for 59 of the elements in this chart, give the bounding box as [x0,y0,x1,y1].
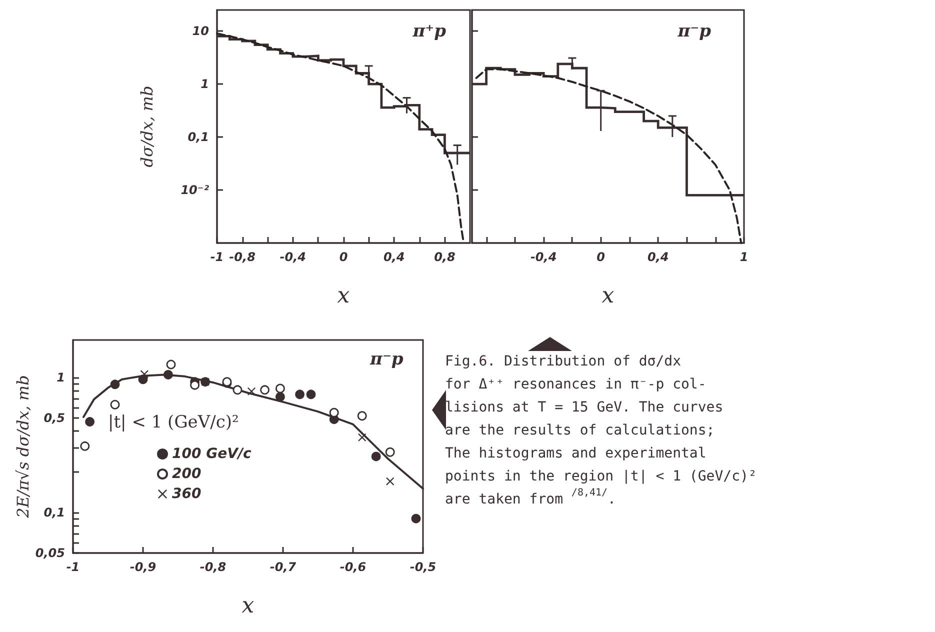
point [276,392,285,402]
point [110,380,120,390]
x-tick-label: -0,4 [280,250,306,264]
point [85,417,94,426]
y-tick-label: 0,5 [44,411,65,426]
annotation: π⁺p [412,22,446,42]
y-tick-label: 10 [192,24,209,38]
point [260,385,270,395]
point [110,400,120,410]
x-axis-title: x [337,284,350,308]
x-tick-label: 0 [596,250,606,264]
point [306,390,316,400]
x-tick-label: -0,6 [340,560,366,574]
annotation: π⁻p [369,350,404,370]
point [190,380,200,390]
x-tick-label: -0,5 [410,560,436,574]
x-tick-label: -0,4 [530,250,557,264]
point [295,390,304,400]
x-tick-label: -0,7 [270,560,297,574]
x-tick-label: 0,4 [383,250,405,264]
y-axis-title: dσ/dx, mb [138,86,156,168]
point [385,447,395,457]
legend-title: |t| < 1 (GeV/c)² [108,412,239,432]
y-tick-label: 0,1 [188,130,209,144]
point [358,433,366,442]
point [276,384,285,394]
point [329,408,339,418]
point [164,370,173,380]
y-tick-label: 0,05 [35,546,65,560]
legend-label: 360 [172,486,202,502]
annotation: π⁻p [676,22,712,42]
point [411,514,421,524]
x-tick-label: -0,8 [229,250,256,264]
y-tick-label: 1 [200,77,209,92]
x-tick-label: 1 [740,250,748,264]
point [166,360,176,370]
point [80,441,90,451]
point [386,477,394,486]
point [371,452,381,462]
point [138,374,148,384]
y-axis-title: 2E/π√s dσ/dx, mb [14,375,32,519]
y-tick-label: 1 [56,370,65,385]
y-tick-label: 10⁻² [180,183,210,198]
x-tick-label: -1 [210,250,224,264]
legend-label: 200 [172,466,202,482]
x-tick-label: 0,4 [647,250,669,264]
x-axis-title: x [602,284,615,308]
point [140,370,148,378]
point [232,385,242,395]
legend-label: 100 GeV/c [172,446,252,462]
x-tick-label: -0,9 [130,560,156,574]
x-tick-label: -1 [66,560,80,574]
point [357,411,367,421]
x-tick-label: 0,8 [434,250,456,264]
x-axis-title: x [242,594,255,618]
x-tick-label: 0 [339,250,348,264]
y-tick-label: 0,1 [44,505,65,520]
point [248,387,256,396]
x-tick-label: -0,8 [200,560,226,574]
